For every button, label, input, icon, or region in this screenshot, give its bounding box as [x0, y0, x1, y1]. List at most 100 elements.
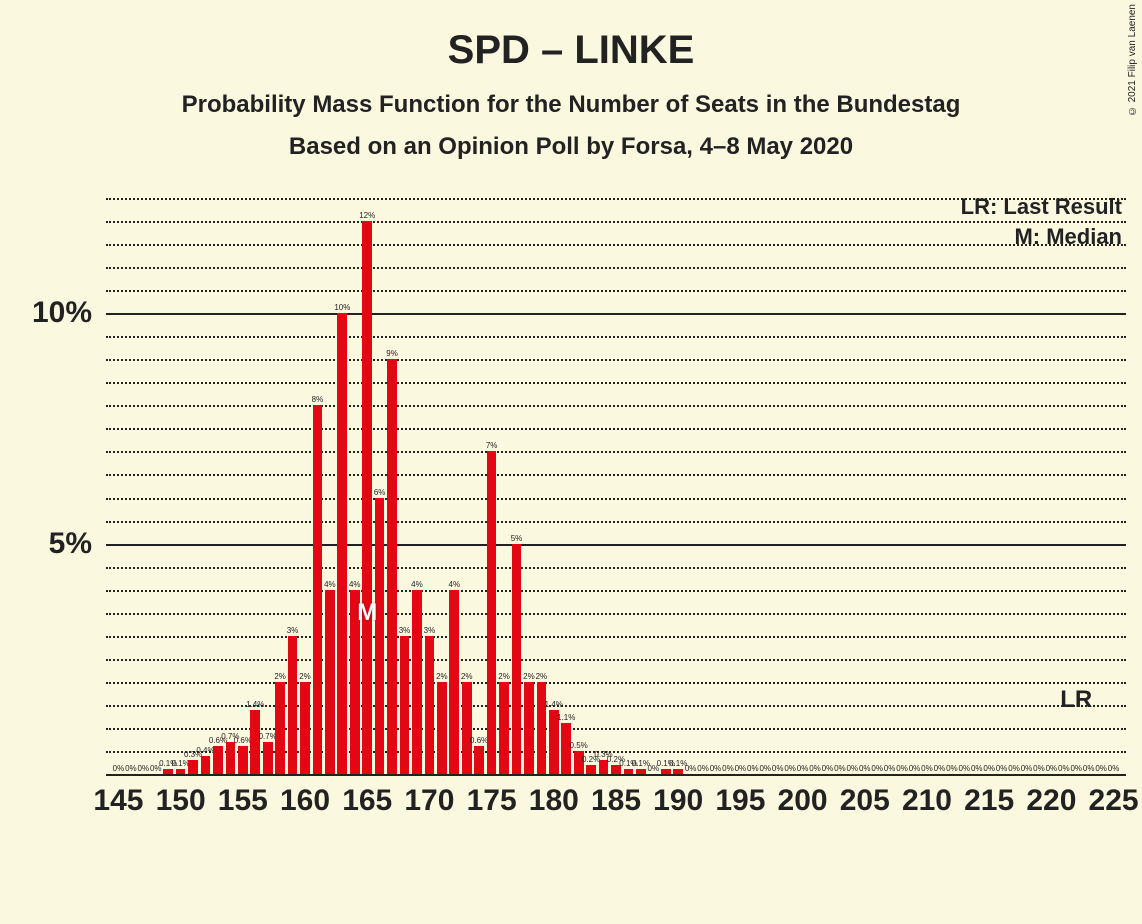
- bar-value-label: 9%: [386, 350, 398, 359]
- x-axis-label: 200: [778, 774, 828, 818]
- bar-value-label: 0%: [809, 765, 821, 774]
- bar-value-label: 0%: [983, 765, 995, 774]
- histogram-bar: 7%: [487, 451, 497, 774]
- bar-value-label: 0%: [1108, 765, 1120, 774]
- bar-value-label: 0%: [1046, 765, 1058, 774]
- bar-value-label: 0%: [1058, 765, 1070, 774]
- gridline-minor: [106, 267, 1126, 269]
- bar-value-label: 0%: [1070, 765, 1082, 774]
- histogram-bar: 2%: [437, 682, 447, 774]
- bar-value-label: 0%: [784, 765, 796, 774]
- histogram-bar: 9%: [387, 359, 397, 774]
- bar-value-label: 3%: [399, 627, 411, 636]
- bar-value-label: 0.1%: [172, 760, 190, 769]
- bar-value-label: 2%: [461, 673, 473, 682]
- bar-value-label: 0%: [847, 765, 859, 774]
- x-axis-label: 180: [529, 774, 579, 818]
- bar-value-label: 6%: [374, 489, 386, 498]
- gridline-minor: [106, 590, 1126, 592]
- histogram-bar: 2%: [537, 682, 547, 774]
- histogram-bar: 4%: [412, 590, 422, 774]
- bar-value-label: 0.6%: [234, 737, 252, 746]
- gridline-major: [106, 313, 1126, 315]
- bar-value-label: 2%: [436, 673, 448, 682]
- x-axis-label: 205: [840, 774, 890, 818]
- last-result-marker: LR: [1060, 686, 1092, 714]
- gridline-minor: [106, 659, 1126, 661]
- bar-value-label: 1.4%: [545, 701, 563, 710]
- gridline-minor: [106, 336, 1126, 338]
- bar-value-label: 4%: [324, 581, 336, 590]
- x-axis-label: 220: [1026, 774, 1076, 818]
- bar-value-label: 3%: [424, 627, 436, 636]
- bar-value-label: 7%: [486, 442, 498, 451]
- bar-value-label: 8%: [312, 396, 324, 405]
- bar-value-label: 0%: [722, 765, 734, 774]
- bar-value-label: 10%: [334, 304, 350, 313]
- bar-value-label: 0%: [934, 765, 946, 774]
- gridline-minor: [106, 567, 1126, 569]
- histogram-bar: 0.6%: [213, 746, 223, 774]
- bar-value-label: 0%: [884, 765, 896, 774]
- y-axis-label: 5%: [49, 527, 106, 561]
- histogram-bar: 2%: [275, 682, 285, 774]
- histogram-bar: 0.7%: [263, 742, 273, 774]
- gridline-minor: [106, 290, 1126, 292]
- gridline-major: [106, 544, 1126, 546]
- bar-value-label: 0%: [1021, 765, 1033, 774]
- bar-value-label: 0%: [772, 765, 784, 774]
- bar-value-label: 0%: [710, 765, 722, 774]
- gridline-minor: [106, 359, 1126, 361]
- legend-median: M: Median: [1014, 224, 1122, 250]
- gridline-minor: [106, 474, 1126, 476]
- histogram-bar: 0.7%: [226, 742, 236, 774]
- gridline-minor: [106, 382, 1126, 384]
- histogram-bar: 10%: [337, 313, 347, 774]
- x-axis-label: 165: [342, 774, 392, 818]
- bar-value-label: 0%: [909, 765, 921, 774]
- bar-value-label: 0%: [996, 765, 1008, 774]
- x-axis-label: 150: [156, 774, 206, 818]
- bar-value-label: 0%: [697, 765, 709, 774]
- x-axis-label: 160: [280, 774, 330, 818]
- x-axis-label: 155: [218, 774, 268, 818]
- copyright-text: © 2021 Filip van Laenen: [1127, 4, 1138, 116]
- bar-value-label: 0.7%: [259, 733, 277, 742]
- bar-value-label: 0%: [822, 765, 834, 774]
- bar-value-label: 4%: [449, 581, 461, 590]
- bar-value-label: 1.1%: [557, 714, 575, 723]
- gridline-minor: [106, 405, 1126, 407]
- gridline-minor: [106, 498, 1126, 500]
- chart-plot-area: 5%10%0%0%0%0%0.1%0.1%0.3%0.4%0.6%0.7%0.6…: [106, 198, 1126, 774]
- histogram-bar: 5%: [512, 544, 522, 774]
- histogram-bar: 0.4%: [201, 756, 211, 774]
- median-marker: M: [357, 599, 377, 627]
- histogram-bar: 2%: [462, 682, 472, 774]
- gridline-minor: [106, 613, 1126, 615]
- gridline-minor: [106, 451, 1126, 453]
- gridline-minor: [106, 682, 1126, 684]
- bar-value-label: 1.4%: [246, 701, 264, 710]
- histogram-bar: 4%: [449, 590, 459, 774]
- bar-value-label: 2%: [498, 673, 510, 682]
- bar-value-label: 5%: [511, 535, 523, 544]
- histogram-bar: 2%: [499, 682, 509, 774]
- histogram-bar: 0.6%: [474, 746, 484, 774]
- bar-value-label: 0%: [896, 765, 908, 774]
- bar-value-label: 4%: [349, 581, 361, 590]
- bar-value-label: 2%: [299, 673, 311, 682]
- bar-value-label: 0.4%: [196, 747, 214, 756]
- chart-subtitle-1: Probability Mass Function for the Number…: [0, 73, 1142, 119]
- bar-value-label: 0%: [125, 765, 137, 774]
- bar-value-label: 0%: [1095, 765, 1107, 774]
- histogram-bar: 12%: [362, 221, 372, 774]
- y-axis-label: 10%: [32, 296, 106, 330]
- x-axis-label: 185: [591, 774, 641, 818]
- histogram-bar: 4%: [325, 590, 335, 774]
- histogram-bar: 0.2%: [586, 765, 596, 774]
- x-axis-label: 210: [902, 774, 952, 818]
- histogram-bar: 2%: [300, 682, 310, 774]
- bar-value-label: 3%: [287, 627, 299, 636]
- bar-value-label: 2%: [523, 673, 535, 682]
- bar-value-label: 4%: [411, 581, 423, 590]
